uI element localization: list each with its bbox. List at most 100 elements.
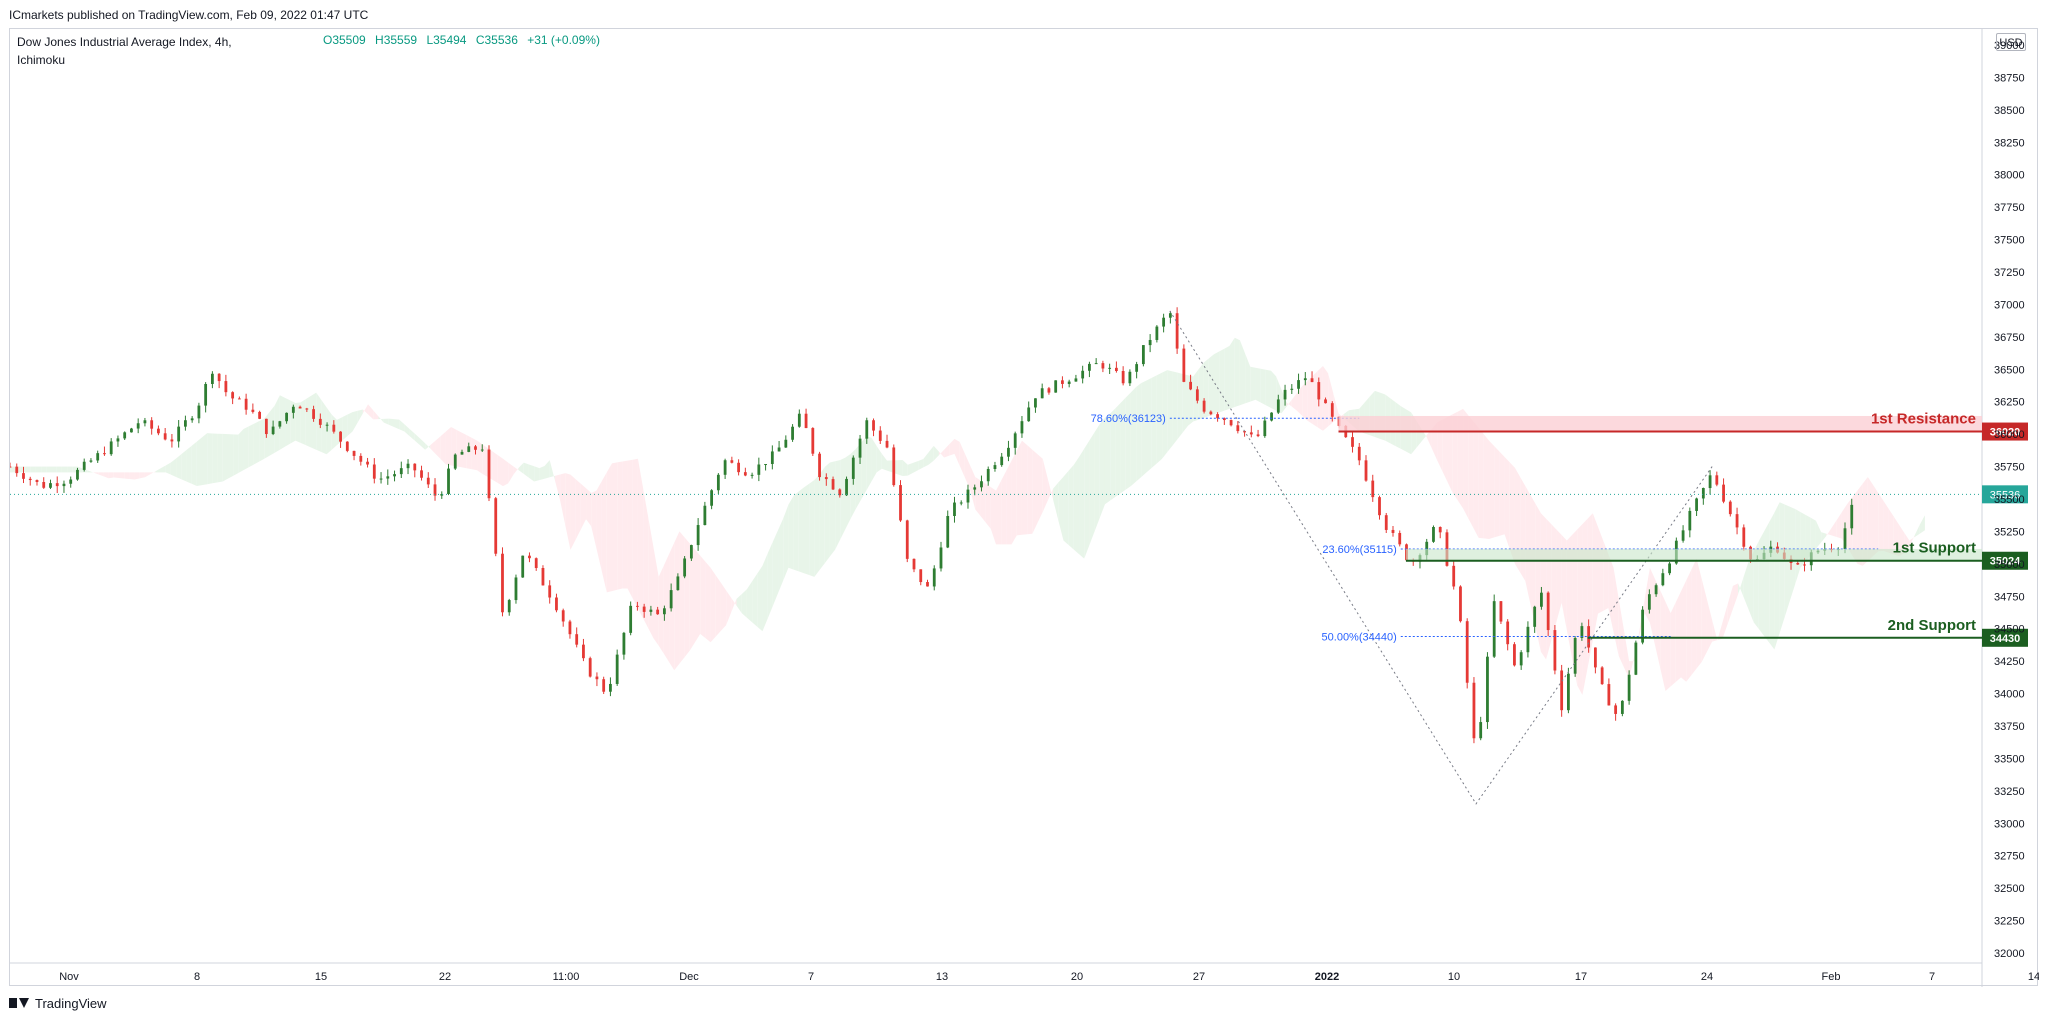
ichimoku-cloud-segment: [435, 436, 441, 460]
candle-body: [372, 464, 376, 479]
ichimoku-cloud-segment: [1011, 450, 1017, 545]
candle-body: [1216, 414, 1219, 419]
currency-button[interactable]: USD: [1996, 33, 2026, 51]
ichimoku-cloud-segment: [1660, 590, 1666, 691]
y-tick-label: 35250: [1994, 526, 2025, 538]
candle-body: [1735, 514, 1739, 528]
chart-frame[interactable]: 78.60%(36123) 23.60%(35115) 50.00%(34440) 1…: [9, 28, 2039, 987]
ichimoku-cloud-segment: [1032, 449, 1038, 534]
ichimoku-cloud-segment: [861, 436, 867, 500]
candle-body: [1034, 398, 1037, 408]
ichimoku-cloud-segment: [928, 445, 934, 465]
ichimoku-cloud-segment: [456, 429, 462, 468]
ichimoku-cloud-segment: [923, 452, 929, 468]
ichimoku-cloud-segment: [253, 421, 260, 465]
ichimoku-cloud-segment: [1738, 578, 1744, 597]
ichimoku-cloud-segment: [731, 598, 737, 612]
candle-body: [905, 520, 909, 559]
ichimoku-cloud-segment: [617, 461, 623, 590]
candle-body: [1566, 673, 1570, 711]
level-name-label: 1st Support: [1893, 540, 1976, 557]
candle-body: [1459, 586, 1462, 622]
ichimoku-cloud-segment: [990, 487, 996, 545]
candle-body: [399, 468, 403, 475]
ichimoku-cloud-segment: [1213, 351, 1220, 415]
ichimoku-cloud-segment: [1463, 408, 1469, 519]
candle-body: [1243, 431, 1246, 433]
candle-body: [926, 582, 929, 587]
ichimoku-cloud-segment: [368, 404, 374, 420]
ichimoku-cloud-segment: [414, 433, 420, 446]
candle-body: [352, 450, 356, 456]
candle-body: [1357, 446, 1361, 461]
ohlc-low: L35494: [426, 33, 467, 47]
x-tick-label: 2022: [1315, 971, 1339, 983]
candle-body: [332, 424, 336, 432]
ichimoku-cloud-segment: [1919, 515, 1925, 534]
candle-body: [1229, 420, 1233, 426]
x-tick-label: 11:00: [553, 971, 580, 983]
candle-body: [494, 498, 498, 554]
ichimoku-cloud-segment: [425, 443, 431, 450]
candle-body: [453, 454, 457, 469]
ichimoku-cloud-segment: [1047, 479, 1054, 501]
ichimoku-cloud-segment: [503, 458, 509, 487]
price-axis-level-text: 34430: [1990, 633, 2021, 645]
candle-body: [959, 502, 963, 504]
candle-body: [892, 447, 896, 486]
ichimoku-cloud-segment: [601, 472, 607, 593]
ichimoku-cloud-segment: [1836, 512, 1842, 539]
candle-body: [1027, 407, 1031, 422]
ichimoku-cloud-segment: [150, 471, 156, 475]
candle-body: [872, 420, 875, 431]
candle-body: [28, 478, 32, 481]
ichimoku-cloud-segment: [1182, 373, 1189, 433]
ichimoku-cloud-segment: [1079, 448, 1085, 559]
ichimoku-cloud-segment: [20, 466, 26, 473]
ichimoku-cloud-segment: [1706, 599, 1713, 652]
candle-body: [1222, 418, 1226, 421]
ichimoku-cloud-segment: [627, 459, 633, 599]
price-chart[interactable]: 78.60%(36123) 23.60%(35115) 50.00%(34440) 1…: [10, 29, 2039, 987]
brand-text: TradingView: [35, 995, 107, 1011]
ichimoku-cloud-segment: [207, 433, 213, 485]
y-tick-label: 34750: [1994, 591, 2025, 603]
y-tick-label: 36500: [1994, 364, 2025, 376]
ichimoku-cloud-segment: [560, 473, 566, 526]
price-axis-level-badge: [1982, 628, 2028, 647]
ichimoku-cloud-segment: [1234, 337, 1240, 408]
ichimoku-cloud-segment: [1437, 419, 1443, 471]
candle-body: [1310, 378, 1314, 383]
ichimoku-cloud-segment: [399, 419, 405, 432]
ichimoku-cloud-segment: [1909, 535, 1915, 547]
candle-body: [1803, 564, 1806, 566]
candle-body: [912, 558, 916, 570]
ichimoku-cloud-segment: [881, 453, 888, 471]
ichimoku-cloud-segment: [134, 472, 140, 480]
ichimoku-cloud-segment: [1764, 522, 1770, 643]
ichimoku-cloud-segment: [67, 466, 73, 473]
candle-body: [764, 464, 767, 466]
candle-body: [507, 600, 511, 613]
y-tick-label: 38000: [1994, 170, 2025, 182]
ichimoku-cloud-segment: [1494, 446, 1500, 538]
candle-body: [737, 462, 741, 473]
x-tick-label: 15: [315, 971, 327, 983]
candle-body: [143, 420, 147, 424]
y-tick-label: 34250: [1994, 656, 2025, 668]
candle-body: [1114, 367, 1118, 372]
candle-body: [258, 411, 262, 419]
candle-body: [487, 449, 491, 499]
ichimoku-cloud-segment: [762, 553, 768, 632]
ichimoku-cloud-segment: [1675, 591, 1682, 682]
ichimoku-cloud-segment: [508, 462, 514, 484]
x-tick-label: 13: [936, 971, 948, 983]
ichimoku-cloud-segment: [347, 412, 353, 437]
price-axis-level-text: 36020: [1990, 427, 2021, 439]
candle-body: [237, 398, 241, 400]
ichimoku-cloud-segment: [1867, 476, 1874, 561]
x-tick-label: 27: [1193, 971, 1205, 983]
candle-body: [210, 373, 214, 384]
ichimoku-cloud-segment: [1649, 567, 1656, 646]
ichimoku-cloud-segment: [705, 561, 711, 643]
